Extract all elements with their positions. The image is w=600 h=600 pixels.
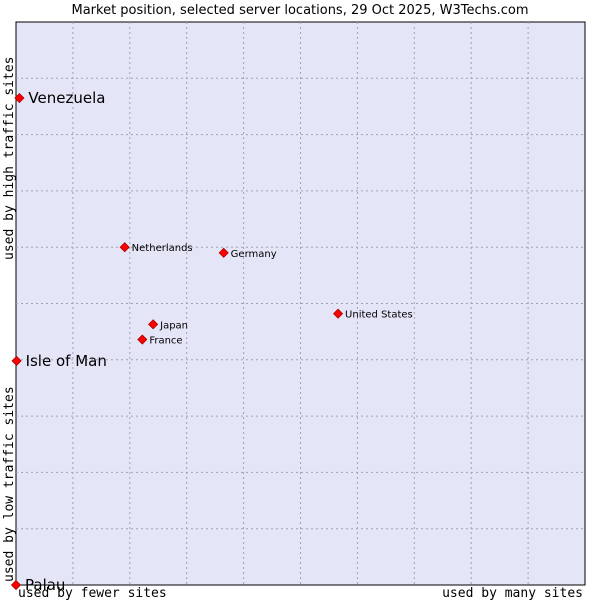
point-marker-france (137, 334, 148, 345)
point-label-netherlands: Netherlands (132, 243, 193, 254)
x-axis-label-right: used by many sites (442, 586, 583, 600)
point-label-isle-of-man: Isle of Man (26, 352, 107, 370)
data-points: Venezuela Netherlands Germany United States… (10, 89, 413, 594)
point-marker-venezuela (14, 92, 25, 104)
point-marker-japan (148, 319, 159, 330)
point-label-united-states: United States (345, 310, 413, 321)
point-marker-united-states (332, 308, 344, 319)
y-axis-label-top: used by high traffic sites (2, 57, 17, 261)
y-axis-label-bottom: used by low traffic sites (2, 386, 17, 582)
point-label-france: France (149, 336, 182, 347)
grid-lines (16, 22, 585, 585)
point-label-germany: Germany (231, 249, 277, 260)
point-label-japan: Japan (159, 320, 188, 331)
point-marker-palau (10, 579, 22, 591)
point-marker-isle-of-man (11, 355, 22, 366)
x-axis-label-left: used by fewer sites (18, 586, 167, 600)
point-marker-netherlands (119, 242, 130, 253)
point-label-palau: Palau (25, 576, 65, 594)
point-marker-germany (218, 247, 229, 258)
point-label-venezuela: Venezuela (28, 89, 105, 107)
chart-title: Market position, selected server locatio… (71, 3, 528, 18)
